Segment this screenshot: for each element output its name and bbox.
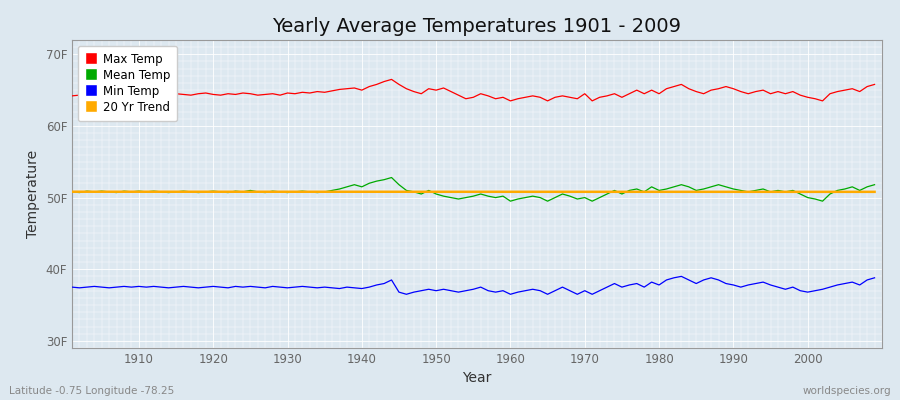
Legend: Max Temp, Mean Temp, Min Temp, 20 Yr Trend: Max Temp, Mean Temp, Min Temp, 20 Yr Tre… [78, 46, 177, 121]
Text: Latitude -0.75 Longitude -78.25: Latitude -0.75 Longitude -78.25 [9, 386, 175, 396]
Title: Yearly Average Temperatures 1901 - 2009: Yearly Average Temperatures 1901 - 2009 [273, 17, 681, 36]
X-axis label: Year: Year [463, 372, 491, 386]
Text: worldspecies.org: worldspecies.org [803, 386, 891, 396]
Y-axis label: Temperature: Temperature [26, 150, 40, 238]
